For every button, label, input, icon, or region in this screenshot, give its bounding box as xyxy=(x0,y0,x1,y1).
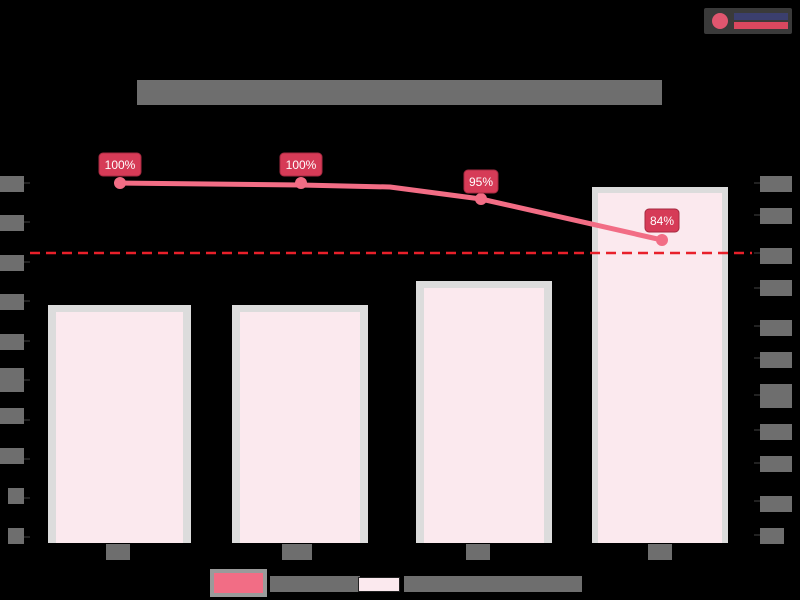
legend-label-line: [redacted] xyxy=(270,576,360,592)
legend-swatch-line xyxy=(210,569,267,597)
y-right-tick-label xyxy=(760,528,784,544)
y-right-tick-label xyxy=(760,208,792,224)
x-tick-label: [redacted-2] xyxy=(282,544,312,560)
y-right-tick-label xyxy=(760,176,792,192)
y-left-tick-label xyxy=(0,334,24,350)
y-left-tick-label xyxy=(0,294,24,310)
y-left-tick-label xyxy=(0,176,24,192)
x-tick-label: [redacted-1] xyxy=(106,544,130,560)
y-left-tick-label xyxy=(0,368,24,392)
data-label-1: 100% xyxy=(98,152,142,177)
y-right-tick-label xyxy=(760,456,792,472)
line-series xyxy=(119,180,663,243)
chart-title: [redacted] xyxy=(137,80,662,105)
line-markers xyxy=(114,177,668,246)
logo-mark-icon xyxy=(712,13,728,29)
y-right-tick-label xyxy=(760,280,792,296)
y-left-tick-label xyxy=(0,215,24,231)
bar-series xyxy=(48,187,728,543)
x-tick-label: [redacted-3] xyxy=(466,544,490,560)
y-right-tick-label xyxy=(760,384,792,408)
chart-legend: [redacted] [redacted] xyxy=(208,568,584,598)
data-label-4: 84% xyxy=(644,208,680,233)
y-left-tick-label xyxy=(0,408,24,424)
svg-text:95%: 95% xyxy=(469,175,493,189)
legend-swatch-bar xyxy=(358,577,400,592)
logo-text-top xyxy=(734,13,788,20)
y-right-tick-label xyxy=(760,320,792,336)
data-label-3: 95% xyxy=(463,169,499,194)
y-left-tick-label xyxy=(8,488,24,504)
y-right-tick-label xyxy=(760,248,792,264)
y-left-tick-label xyxy=(0,448,24,464)
legend-label-bar: [redacted] xyxy=(404,576,582,592)
svg-text:100%: 100% xyxy=(105,158,136,172)
axis-ticks xyxy=(24,182,760,538)
svg-text:84%: 84% xyxy=(650,214,674,228)
logo-text-bottom xyxy=(734,22,788,29)
brand-logo xyxy=(704,8,792,34)
y-left-tick-label xyxy=(0,255,24,271)
y-right-tick-label xyxy=(760,496,792,512)
y-right-tick-label xyxy=(760,424,792,440)
y-right-tick-label xyxy=(760,352,792,368)
y-left-tick-label xyxy=(8,528,24,544)
svg-text:100%: 100% xyxy=(286,158,317,172)
data-label-2: 100% xyxy=(279,152,323,177)
x-tick-label: [redacted-4] xyxy=(648,544,672,560)
